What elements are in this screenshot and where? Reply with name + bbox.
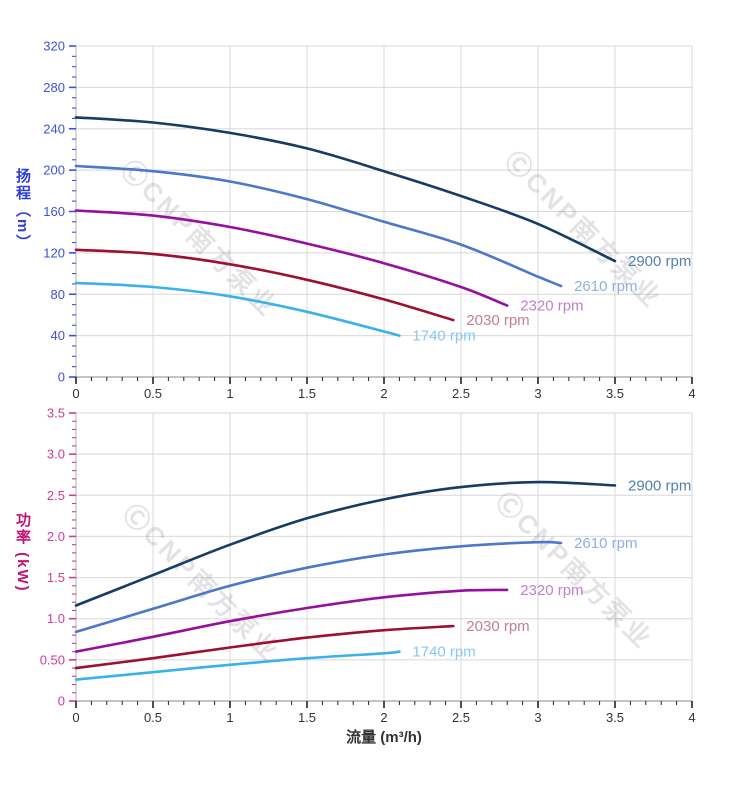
power-chart: ⒸCNP南方泵业 ⒸCNP南方泵业3.53.02.52.01.51.00.5000… [40, 406, 696, 726]
y-tick-label: 3.5 [47, 406, 65, 421]
curve-2320-rpm [74, 588, 509, 653]
x-axis-title: 流量 (m³/h) [346, 729, 422, 746]
x-tick-label: 0.5 [144, 710, 162, 725]
y-tick-label: 1.0 [47, 611, 65, 626]
x-tick-label: 0 [72, 710, 79, 725]
x-tick-label: 1 [226, 386, 233, 401]
curve-2610-rpm [74, 164, 563, 288]
watermark: ⒸCNP南方泵业 [117, 498, 286, 667]
y-tick-label: 0.50 [40, 652, 65, 667]
x-tick-label: 2.5 [452, 710, 470, 725]
curve-label-2030-rpm: 2030 rpm [466, 618, 529, 635]
y-tick-label: 2.0 [47, 529, 65, 544]
head-chart: ⒸCNP南方泵业 ⒸCNP南方泵业320280240200160120804000… [43, 39, 695, 402]
curve-label-2320-rpm: 2320 rpm [520, 298, 583, 315]
x-axis-ticks: 0 0.5 1 1.5 2 2.5 3 3.5 4 [72, 377, 696, 401]
y-tick-label: 320 [43, 39, 65, 54]
x-tick-label: 4 [688, 386, 695, 401]
y-tick-label: 0 [58, 694, 65, 709]
y-tick-label: 1.5 [47, 570, 65, 585]
head-chart-y-axis-title: 扬程（m） [14, 168, 31, 252]
curve-2610-rpm [74, 540, 563, 634]
y-tick-label: 240 [43, 121, 65, 136]
y-tick-label: 40 [51, 328, 65, 343]
curve-label-2900-rpm: 2900 rpm [628, 253, 691, 270]
curve-2900-rpm [74, 116, 617, 263]
gridlines [76, 412, 693, 701]
y-tick-label: 200 [43, 163, 65, 178]
x-tick-label: 3 [534, 710, 541, 725]
curve-2030-rpm [74, 624, 455, 670]
y-tick-label: 2.5 [47, 488, 65, 503]
x-axis-ticks: 0 0.5 1 1.5 2 2.5 3 3.5 4 [72, 701, 696, 725]
curve-label-2900-rpm: 2900 rpm [628, 477, 691, 494]
watermark: ⒸCNP南方泵业 [115, 154, 284, 323]
curve-1740-rpm [74, 281, 401, 337]
x-tick-label: 2 [380, 710, 387, 725]
curve-label-1740-rpm: 1740 rpm [412, 328, 475, 345]
y-axis-ticks: 3.5 3.0 2.5 2.0 1.5 1.0 0.50 0 [40, 406, 76, 709]
curve-2900-rpm [74, 480, 617, 607]
x-tick-label: 3.5 [606, 710, 624, 725]
x-tick-label: 1 [226, 710, 233, 725]
power-chart-y-axis-title: 功率 (kW) [14, 512, 31, 593]
x-tick-label: 2.5 [452, 386, 470, 401]
y-axis-ticks: 320 280 240 200 160 120 80 40 0 [43, 39, 76, 385]
curve-label-1740-rpm: 1740 rpm [412, 644, 475, 661]
curve-2320-rpm [74, 209, 509, 307]
x-tick-label: 3 [534, 386, 541, 401]
y-tick-label: 3.0 [47, 447, 65, 462]
curve-label-2320-rpm: 2320 rpm [520, 582, 583, 599]
curve-label-2610-rpm: 2610 rpm [574, 278, 637, 295]
x-tick-label: 1.5 [298, 710, 316, 725]
curve-1740-rpm [74, 650, 401, 681]
x-tick-label: 0 [72, 386, 79, 401]
x-tick-label: 4 [688, 710, 695, 725]
y-tick-label: 160 [43, 204, 65, 219]
x-tick-label: 1.5 [298, 386, 316, 401]
y-tick-label: 80 [51, 287, 65, 302]
y-tick-label: 0 [58, 370, 65, 385]
curve-label-2030-rpm: 2030 rpm [466, 312, 529, 329]
x-tick-label: 2 [380, 386, 387, 401]
curve-label-2610-rpm: 2610 rpm [574, 535, 637, 552]
x-tick-label: 0.5 [144, 386, 162, 401]
x-tick-label: 3.5 [606, 386, 624, 401]
curve-2030-rpm [74, 248, 455, 322]
y-tick-label: 120 [43, 245, 65, 260]
y-tick-label: 280 [43, 80, 65, 95]
